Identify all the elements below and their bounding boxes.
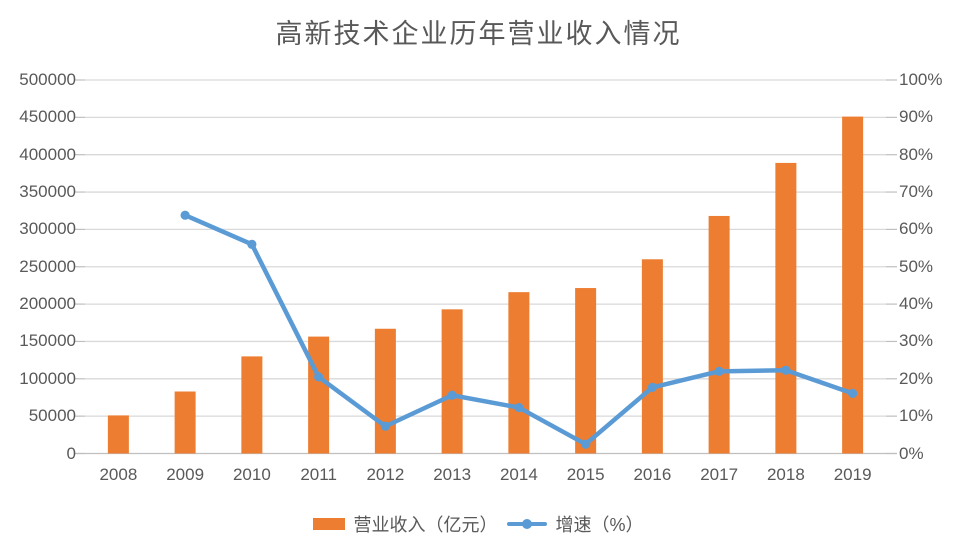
y-axis-label-left-450000: 450000 [19, 107, 76, 127]
y-axis-label-right-100%: 100% [899, 70, 943, 89]
line-marker-2019 [848, 388, 858, 398]
x-axis-label-2009: 2009 [166, 465, 205, 484]
y-axis-label-right-30%: 30% [899, 331, 934, 351]
x-axis-label-2017: 2017 [700, 465, 739, 484]
line-marker-2012 [380, 421, 390, 431]
x-axis-label-2013: 2013 [433, 465, 472, 484]
line-marker-2011 [314, 372, 324, 382]
legend: 营业收入（亿元） 增速（%） [0, 509, 957, 539]
y-axis-label-left-250000: 250000 [19, 256, 76, 276]
line-marker-2018 [781, 365, 791, 375]
line-marker-2015 [581, 439, 591, 449]
y-axis-label-left-300000: 300000 [19, 219, 76, 239]
bar-2018 [775, 162, 797, 454]
x-axis-label-2008: 2008 [99, 465, 138, 484]
legend-bar-swatch [313, 518, 346, 530]
legend-growth-label: 增速（%） [555, 515, 644, 535]
bar-2019 [842, 116, 864, 454]
y-axis-label-right-50%: 50% [899, 256, 934, 276]
y-axis-label-right-80%: 80% [899, 144, 934, 164]
line-marker-2009 [180, 210, 190, 220]
y-axis-label-left-500000: 500000 [19, 70, 76, 89]
legend-revenue-label: 营业收入（亿元） [353, 515, 498, 535]
bar-2015 [575, 288, 597, 454]
bar-2010 [241, 356, 263, 454]
y-axis-label-right-70%: 70% [899, 182, 934, 202]
line-marker-2014 [514, 402, 524, 413]
bar-2008 [107, 415, 129, 454]
legend-line-marker-icon [522, 519, 533, 529]
y-axis-label-left-400000: 400000 [19, 144, 76, 164]
line-marker-2017 [714, 366, 724, 376]
bar-2011 [308, 336, 330, 454]
y-axis-label-left-0: 0 [66, 443, 76, 463]
y-axis-label-right-40%: 40% [899, 294, 934, 314]
y-axis-label-right-60%: 60% [899, 219, 934, 239]
y-axis-label-left-150000: 150000 [19, 331, 76, 351]
x-axis-label-2016: 2016 [633, 465, 672, 484]
legend-line-swatch [507, 519, 548, 529]
bar-2009 [174, 391, 196, 454]
x-axis-label-2015: 2015 [566, 465, 605, 484]
y-axis-label-right-10%: 10% [899, 406, 934, 426]
line-marker-2013 [447, 390, 457, 400]
x-axis-label-2012: 2012 [366, 465, 405, 484]
legend-item-revenue: 营业收入（亿元） [313, 511, 497, 537]
x-axis-label-2014: 2014 [499, 465, 538, 484]
x-axis-label-2010: 2010 [232, 465, 271, 484]
x-axis-label-2019: 2019 [833, 465, 872, 484]
y-axis-label-left-100000: 100000 [19, 368, 76, 388]
y-axis-label-left-50000: 50000 [28, 406, 76, 426]
chart-title: 高新技术企业历年营业收入情况 [275, 19, 682, 50]
y-axis-label-right-20%: 20% [899, 368, 934, 388]
bar-2014 [508, 292, 530, 454]
line-marker-2016 [647, 382, 657, 392]
y-axis-label-left-350000: 350000 [19, 182, 76, 202]
bar-2013 [441, 309, 463, 454]
bar-2016 [641, 259, 663, 454]
bar-2012 [374, 328, 396, 454]
x-axis-label-2018: 2018 [766, 465, 805, 484]
bar-2017 [708, 215, 730, 454]
x-axis-label-2011: 2011 [300, 465, 337, 484]
y-axis-label-right-90%: 90% [899, 107, 934, 127]
y-axis-label-left-200000: 200000 [19, 294, 76, 314]
y-axis-label-right-0%: 0% [899, 443, 924, 463]
line-marker-2010 [247, 239, 257, 249]
legend-item-growth: 增速（%） [507, 511, 644, 537]
